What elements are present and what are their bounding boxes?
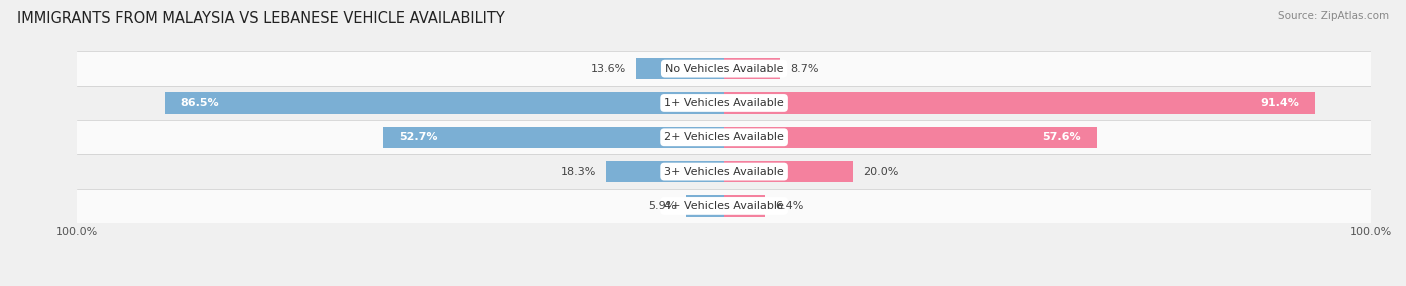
Bar xyxy=(636,58,724,79)
Text: 4+ Vehicles Available: 4+ Vehicles Available xyxy=(664,201,785,211)
Text: 18.3%: 18.3% xyxy=(561,167,596,176)
Bar xyxy=(77,120,1371,154)
Text: 2+ Vehicles Available: 2+ Vehicles Available xyxy=(664,132,785,142)
Text: No Vehicles Available: No Vehicles Available xyxy=(665,64,783,74)
Bar xyxy=(724,92,1315,114)
Bar xyxy=(686,195,724,217)
Bar xyxy=(724,195,765,217)
Legend: Immigrants from Malaysia, Lebanese: Immigrants from Malaysia, Lebanese xyxy=(588,284,860,286)
Text: 91.4%: 91.4% xyxy=(1260,98,1299,108)
Bar xyxy=(165,92,724,114)
Text: 5.9%: 5.9% xyxy=(648,201,676,211)
Text: 3+ Vehicles Available: 3+ Vehicles Available xyxy=(664,167,785,176)
Bar xyxy=(77,51,1371,86)
Bar xyxy=(77,154,1371,189)
Text: 52.7%: 52.7% xyxy=(399,132,437,142)
Text: Source: ZipAtlas.com: Source: ZipAtlas.com xyxy=(1278,11,1389,21)
Text: 8.7%: 8.7% xyxy=(790,64,818,74)
Text: IMMIGRANTS FROM MALAYSIA VS LEBANESE VEHICLE AVAILABILITY: IMMIGRANTS FROM MALAYSIA VS LEBANESE VEH… xyxy=(17,11,505,26)
Bar xyxy=(724,127,1097,148)
Bar xyxy=(724,161,853,182)
Text: 57.6%: 57.6% xyxy=(1042,132,1080,142)
Bar xyxy=(77,189,1371,223)
Bar xyxy=(606,161,724,182)
Text: 6.4%: 6.4% xyxy=(775,201,804,211)
Text: 86.5%: 86.5% xyxy=(181,98,219,108)
Bar xyxy=(724,58,780,79)
Text: 1+ Vehicles Available: 1+ Vehicles Available xyxy=(664,98,785,108)
Text: 13.6%: 13.6% xyxy=(591,64,627,74)
Bar xyxy=(384,127,724,148)
Text: 20.0%: 20.0% xyxy=(863,167,898,176)
Bar xyxy=(77,86,1371,120)
